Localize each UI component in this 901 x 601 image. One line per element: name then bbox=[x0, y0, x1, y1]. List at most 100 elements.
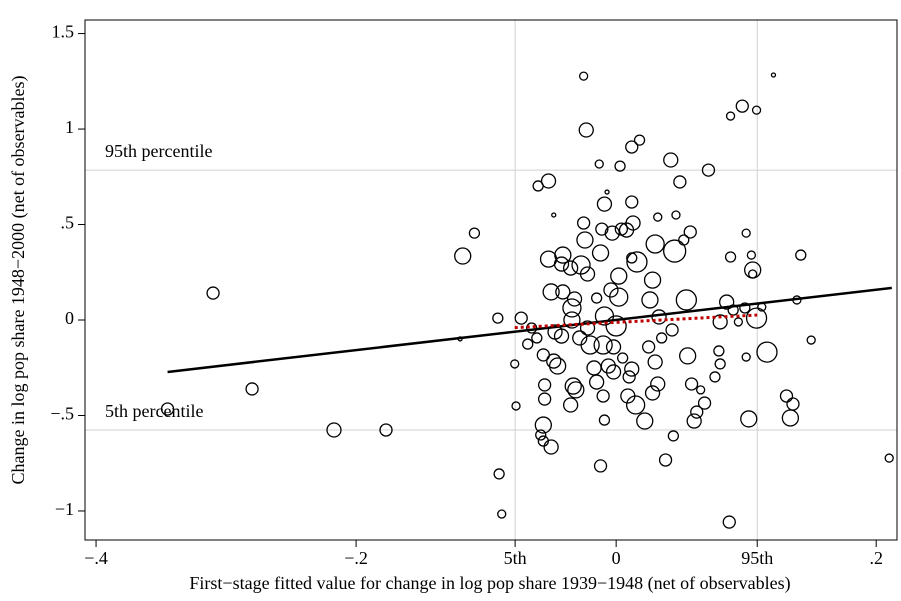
point bbox=[673, 175, 687, 189]
y-tick-label: .5 bbox=[61, 213, 75, 233]
point bbox=[537, 378, 552, 392]
point bbox=[690, 405, 704, 419]
point bbox=[722, 515, 736, 529]
x-tick-label: 95th bbox=[741, 548, 773, 568]
point bbox=[770, 72, 777, 78]
point bbox=[724, 251, 737, 263]
reference-label: 5th percentile bbox=[105, 401, 203, 421]
point bbox=[641, 291, 659, 309]
point bbox=[492, 312, 504, 324]
y-tick-label: 1.5 bbox=[52, 22, 75, 42]
point bbox=[578, 122, 594, 138]
point bbox=[686, 413, 702, 429]
reference-label: 95th percentile bbox=[105, 141, 212, 161]
point bbox=[588, 374, 605, 390]
plot-frame bbox=[84, 19, 898, 541]
point bbox=[454, 247, 472, 265]
point bbox=[600, 358, 616, 374]
point bbox=[725, 111, 736, 121]
point bbox=[678, 234, 690, 246]
point bbox=[713, 345, 725, 357]
point bbox=[593, 335, 613, 355]
y-tick-label: 1 bbox=[65, 117, 74, 137]
point bbox=[562, 260, 579, 276]
point bbox=[576, 231, 594, 249]
point bbox=[644, 385, 661, 401]
x-tick-label: −.2 bbox=[344, 548, 368, 568]
point bbox=[571, 255, 591, 275]
point bbox=[160, 402, 175, 416]
point bbox=[580, 335, 600, 355]
point bbox=[596, 196, 613, 212]
y-tick-label: −.5 bbox=[50, 404, 74, 424]
point bbox=[578, 71, 589, 81]
point bbox=[625, 195, 639, 209]
point bbox=[636, 412, 654, 430]
point bbox=[626, 395, 646, 415]
y-tick-label: 0 bbox=[65, 308, 74, 328]
point bbox=[642, 340, 656, 354]
point bbox=[326, 422, 342, 438]
point bbox=[604, 225, 620, 241]
point bbox=[598, 414, 611, 426]
point bbox=[645, 234, 665, 254]
point bbox=[511, 401, 521, 411]
point bbox=[625, 140, 639, 154]
point bbox=[595, 222, 609, 236]
point bbox=[604, 189, 610, 195]
point bbox=[534, 416, 552, 434]
point bbox=[535, 429, 547, 441]
point bbox=[671, 210, 681, 220]
point bbox=[563, 311, 581, 329]
point bbox=[542, 283, 560, 301]
point bbox=[756, 341, 778, 363]
x-tick-label: −.4 bbox=[84, 548, 108, 568]
point bbox=[745, 307, 768, 329]
point bbox=[658, 453, 673, 467]
x-tick-label: 5th bbox=[504, 548, 527, 568]
point bbox=[572, 330, 588, 346]
point bbox=[739, 302, 751, 314]
point bbox=[548, 357, 567, 375]
point bbox=[493, 468, 505, 480]
point bbox=[514, 311, 528, 325]
point bbox=[610, 267, 628, 285]
point bbox=[593, 459, 608, 473]
point bbox=[553, 328, 570, 344]
point bbox=[884, 453, 894, 463]
point bbox=[567, 381, 585, 399]
point bbox=[696, 385, 706, 395]
x-tick-label: 0 bbox=[612, 548, 621, 568]
point bbox=[614, 160, 626, 172]
point bbox=[748, 269, 758, 279]
point bbox=[531, 332, 543, 344]
x-tick-label: .2 bbox=[869, 548, 883, 568]
point bbox=[675, 289, 698, 311]
point bbox=[539, 250, 558, 268]
point bbox=[591, 244, 610, 262]
point bbox=[596, 389, 610, 403]
point bbox=[566, 291, 583, 307]
point bbox=[740, 410, 758, 428]
point bbox=[626, 252, 638, 264]
point bbox=[605, 339, 622, 355]
fit-line bbox=[167, 286, 892, 374]
point bbox=[806, 335, 816, 345]
point bbox=[712, 314, 728, 330]
point bbox=[555, 284, 571, 300]
point bbox=[618, 222, 635, 238]
point bbox=[468, 227, 481, 239]
point bbox=[622, 370, 636, 384]
point bbox=[206, 286, 220, 300]
point bbox=[510, 359, 520, 369]
point bbox=[245, 382, 259, 396]
point bbox=[537, 392, 552, 406]
point bbox=[564, 377, 582, 395]
point bbox=[786, 397, 800, 411]
point bbox=[379, 423, 393, 437]
point bbox=[620, 388, 636, 404]
point bbox=[650, 376, 666, 392]
point bbox=[781, 409, 800, 427]
point bbox=[554, 246, 572, 264]
point bbox=[746, 250, 757, 260]
